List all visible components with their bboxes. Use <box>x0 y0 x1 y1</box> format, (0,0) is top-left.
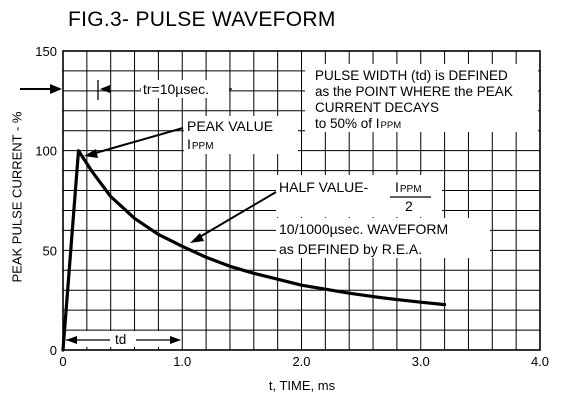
td-dimension: td <box>66 331 181 347</box>
waveform-line-2: as DEFINED by R.E.A. <box>279 241 422 257</box>
x-tick-label: 2.0 <box>292 354 310 369</box>
annotations: tr=10µsec. PULSE WIDTH (td) is DEFINED a… <box>20 64 538 347</box>
y-tick-label: 0 <box>50 343 57 358</box>
plot-border <box>62 50 541 351</box>
tick-labels: 0 50 100 150 0 1.0 2.0 3.0 4.0 <box>35 44 549 369</box>
y-tick-label: 150 <box>35 44 57 59</box>
half-value-annotation: HALF VALUE- IPPM 2 <box>276 175 442 217</box>
peak-value-annotation: PEAK VALUE IPPM <box>84 116 298 158</box>
half-value-denominator: 2 <box>405 198 413 214</box>
definition-line-2: as the POINT WHERE the PEAK <box>315 84 513 99</box>
rise-time-label: tr=10µsec. <box>143 81 209 97</box>
plot-frame <box>62 50 541 351</box>
half-value-numerator: IPPM <box>395 179 422 195</box>
x-tick-label: 0 <box>59 354 66 369</box>
y-tick-label: 100 <box>35 144 57 159</box>
td-label: td <box>115 332 126 347</box>
pulse-width-definition: PULSE WIDTH (td) is DEFINED as the POINT… <box>305 64 538 132</box>
peak-symbol: IPPM <box>187 136 214 152</box>
x-tick-label: 4.0 <box>531 354 549 369</box>
half-value-label: HALF VALUE- <box>279 179 369 195</box>
peak-value-label: PEAK VALUE <box>187 118 273 134</box>
y-tick-label: 50 <box>43 243 57 258</box>
rise-time-marker: tr=10µsec. <box>97 80 232 100</box>
reference-arrow <box>20 84 62 94</box>
definition-line-4: to 50% of IPPM <box>315 116 401 131</box>
series-line <box>61 149 447 352</box>
chart-title: FIG.3- PULSE WAVEFORM <box>68 8 336 31</box>
x-tick-label: 1.0 <box>173 354 191 369</box>
series-layer <box>61 149 447 352</box>
definition-line-1: PULSE WIDTH (td) is DEFINED <box>315 68 508 83</box>
waveform-annotation: 10/1000µsec. WAVEFORM as DEFINED by R.E.… <box>190 191 490 258</box>
definition-line-3: CURRENT DECAYS <box>315 100 439 115</box>
x-axis-label: t, TIME, ms <box>268 378 336 393</box>
x-tick-label: 3.0 <box>412 354 430 369</box>
waveform-line-1: 10/1000µsec. WAVEFORM <box>279 221 448 237</box>
